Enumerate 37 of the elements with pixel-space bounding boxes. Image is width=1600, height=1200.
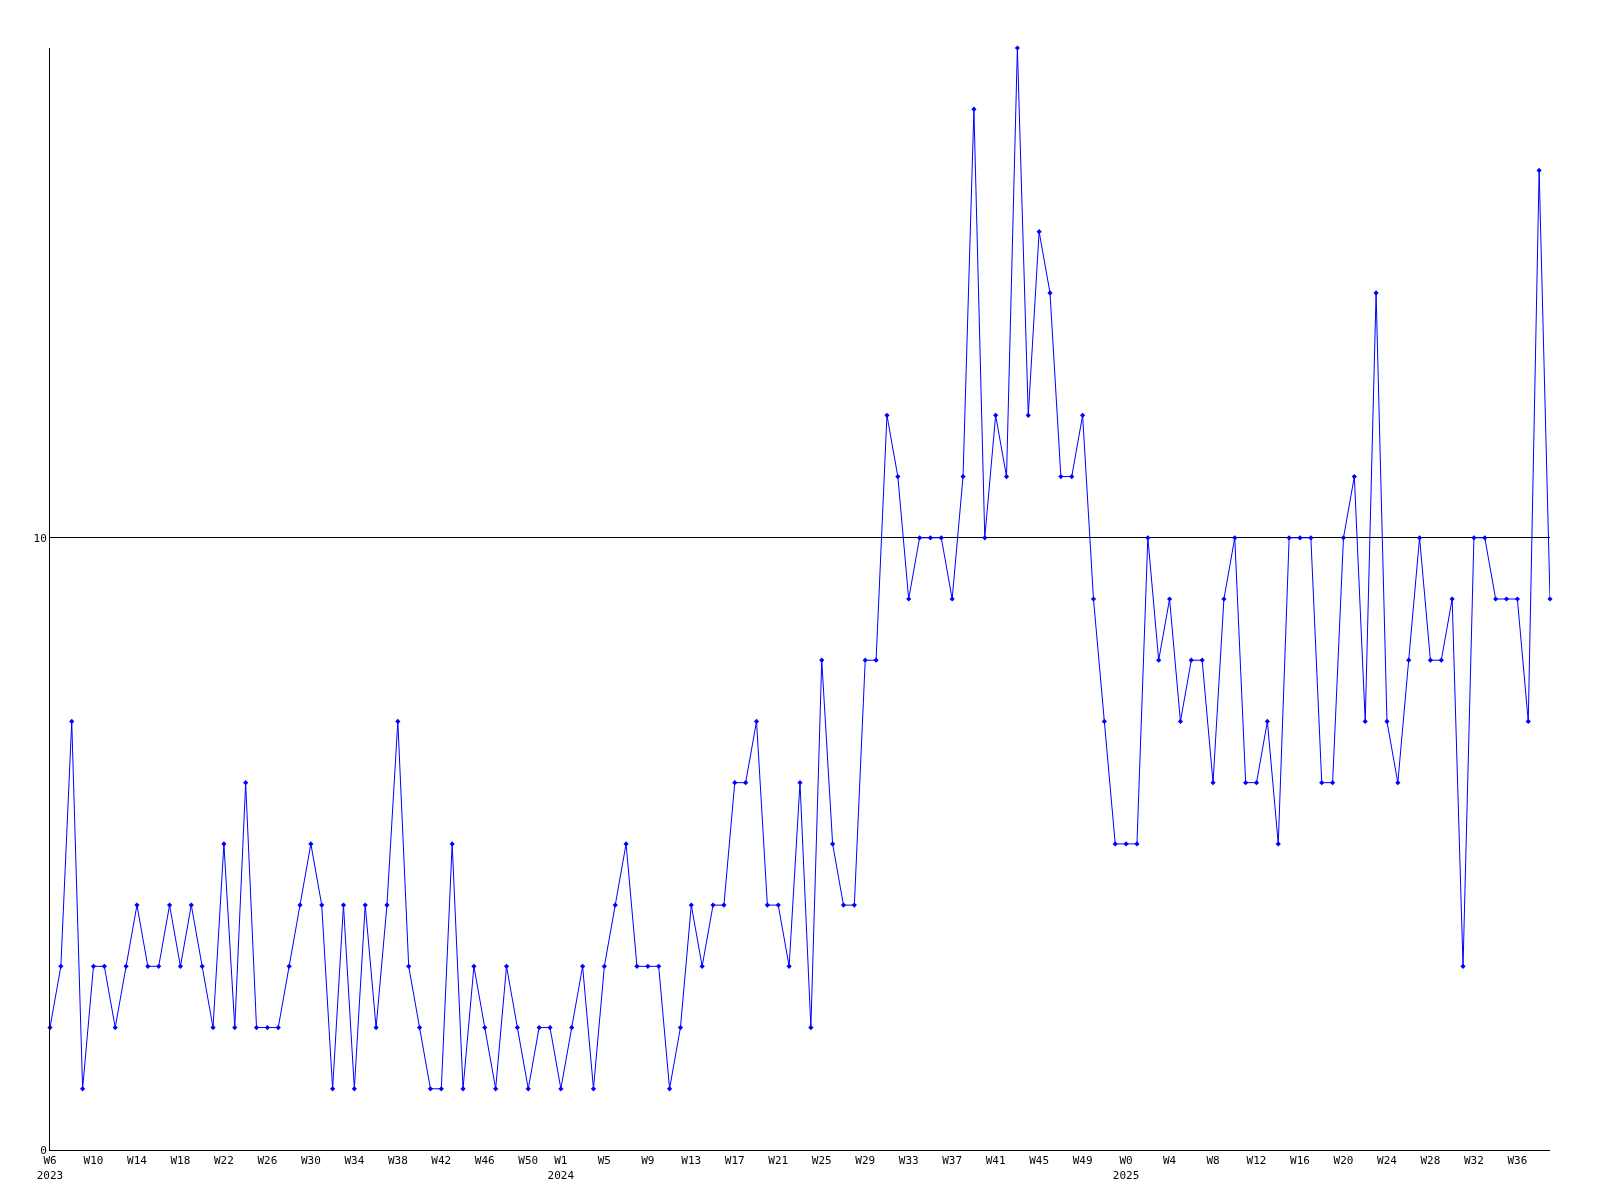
x-tick-label: W50 xyxy=(518,1154,539,1168)
x-tick-label: W4 xyxy=(1162,1154,1177,1168)
y-tick-label: 10 xyxy=(33,531,47,545)
x-tick-label: W30 xyxy=(300,1154,321,1168)
x-tick-label: W18 xyxy=(170,1154,191,1168)
x-tick-label: W33 xyxy=(898,1154,919,1168)
x-tick-label: W26 xyxy=(257,1154,278,1168)
y-tick-label: 0 xyxy=(40,1143,47,1157)
x-tick-label: W41 xyxy=(985,1154,1006,1168)
x-tick-label: W36 xyxy=(1507,1154,1528,1168)
x-tick-label: W20 xyxy=(1333,1154,1354,1168)
x-tick-label: W14 xyxy=(127,1154,148,1168)
x-tick-label: W6 2023 xyxy=(36,1154,64,1182)
x-tick-label: W25 xyxy=(811,1154,832,1168)
x-tick-label: W5 xyxy=(597,1154,611,1168)
x-tick-label: W17 xyxy=(724,1154,745,1168)
x-tick-label: W16 xyxy=(1290,1154,1310,1168)
x-tick-label: W46 xyxy=(474,1154,495,1168)
x-tick-label: W42 xyxy=(431,1154,452,1168)
x-tick-label: W9 xyxy=(641,1154,655,1168)
x-tick-label: W21 xyxy=(768,1154,789,1168)
x-tick-label: W22 xyxy=(213,1154,234,1168)
x-tick-label: W0 2025 xyxy=(1112,1154,1140,1182)
x-tick-label: W34 xyxy=(344,1154,365,1168)
x-tick-label: W37 xyxy=(942,1154,963,1168)
x-tick-label: W32 xyxy=(1463,1154,1484,1168)
x-tick-label: W1 2024 xyxy=(547,1154,575,1182)
x-tick-label: W8 xyxy=(1206,1154,1220,1168)
x-tick-label: W13 xyxy=(681,1154,702,1168)
x-tick-label: W29 xyxy=(855,1154,876,1168)
x-tick-label: W49 xyxy=(1072,1154,1093,1168)
x-tick-label: W10 xyxy=(83,1154,104,1168)
x-tick-label: W28 xyxy=(1420,1154,1441,1168)
x-tick-label: W24 xyxy=(1377,1154,1398,1168)
x-tick-label: W45 xyxy=(1029,1154,1050,1168)
x-tick-label: W38 xyxy=(387,1154,408,1168)
x-tick-label: W12 xyxy=(1246,1154,1267,1168)
